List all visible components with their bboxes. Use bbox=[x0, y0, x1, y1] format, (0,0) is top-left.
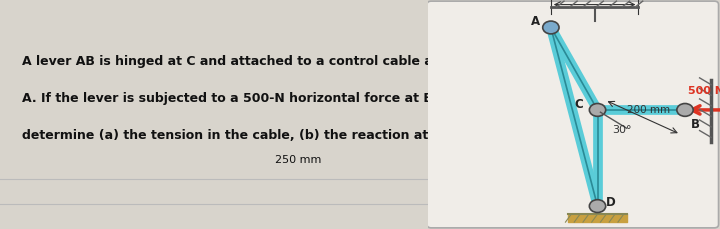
Text: 200 mm: 200 mm bbox=[627, 105, 670, 114]
Circle shape bbox=[543, 21, 559, 34]
FancyBboxPatch shape bbox=[427, 1, 719, 228]
Text: 500 N: 500 N bbox=[688, 86, 720, 96]
Text: B: B bbox=[691, 118, 700, 131]
Circle shape bbox=[677, 104, 693, 116]
Text: D: D bbox=[606, 196, 616, 209]
Circle shape bbox=[590, 200, 606, 213]
Text: A lever AB is hinged at C and attached to a control cable at: A lever AB is hinged at C and attached t… bbox=[22, 55, 439, 68]
Text: determine (a) the tension in the cable, (b) the reaction at C.: determine (a) the tension in the cable, … bbox=[22, 129, 446, 142]
Text: A. If the lever is subjected to a 500-N horizontal force at B,: A. If the lever is subjected to a 500-N … bbox=[22, 92, 438, 105]
Circle shape bbox=[590, 104, 606, 116]
Text: 250 mm: 250 mm bbox=[274, 155, 321, 165]
Text: A: A bbox=[531, 15, 539, 28]
Text: 30°: 30° bbox=[612, 125, 631, 135]
Text: C: C bbox=[575, 98, 583, 111]
